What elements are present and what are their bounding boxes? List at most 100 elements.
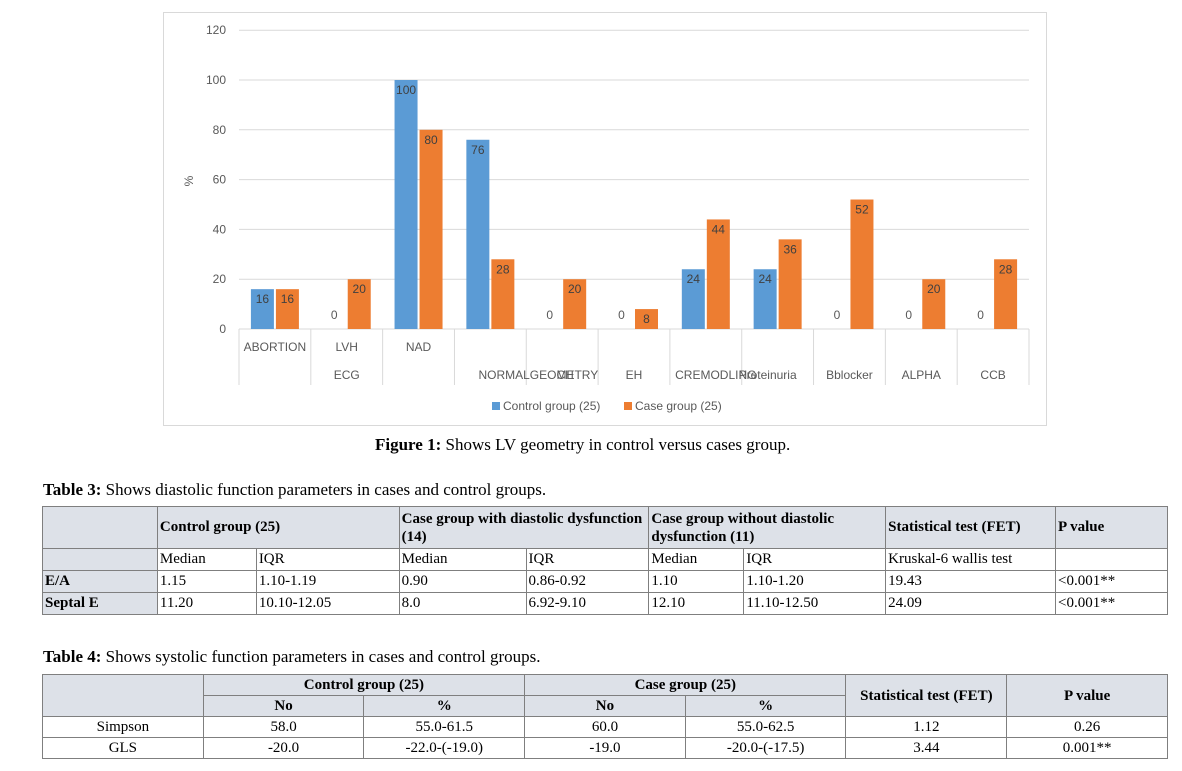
x-tick-label: LVH <box>336 340 358 354</box>
table-cell: 19.43 <box>885 570 1056 593</box>
table-cell: 0.001** <box>1006 737 1168 759</box>
table-cell: 0.90 <box>398 570 527 593</box>
x-tick-label: ALPHA <box>902 368 941 382</box>
row-label: Septal E <box>42 592 158 615</box>
bar-case <box>491 259 515 329</box>
table-4-subheader: No % No % <box>43 695 1168 717</box>
header-case-group: Case group (25) <box>524 674 847 696</box>
bar-control <box>466 139 490 329</box>
table-4-caption: Table 4: Shows systolic function paramet… <box>43 647 541 666</box>
subheader-cell: No <box>524 695 686 717</box>
data-label: 36 <box>783 242 797 256</box>
x-tick-label: NORMALGEOMETRY <box>478 368 598 382</box>
table-3: Control group (25) Case group with diast… <box>42 506 1168 615</box>
table-cell: 8.0 <box>398 592 527 615</box>
bar-case <box>275 289 299 329</box>
x-tick-label: CREMODLING <box>675 368 756 382</box>
data-label: 8 <box>643 312 650 326</box>
header-statistical-test: Statistical test (FET) <box>845 674 1008 717</box>
legend-swatch <box>492 402 500 410</box>
data-label: 20 <box>353 282 367 296</box>
table-4-group-header: Control group (25) Case group (25) Stati… <box>42 674 1168 717</box>
table-cell: 3.44 <box>845 737 1008 759</box>
table-cell: 60.0 <box>524 716 686 738</box>
row-label: Simpson <box>42 716 204 738</box>
table-cell: 11.10-12.50 <box>743 592 887 615</box>
data-label: 16 <box>281 292 295 306</box>
data-label: 0 <box>331 308 338 322</box>
table-cell: 1.10-1.20 <box>743 570 887 593</box>
table-cell: -19.0 <box>524 737 686 759</box>
x-tick-label: Bblocker <box>826 368 873 382</box>
subheader-blank <box>42 548 158 571</box>
table-row: GLS -20.0 -22.0-(-19.0) -19.0 -20.0-(-17… <box>42 737 1168 759</box>
subheader-cell: % <box>684 695 847 717</box>
header-control-group: Control group (25) <box>202 674 526 696</box>
data-label: 28 <box>496 262 510 276</box>
bar-case <box>778 239 802 329</box>
table-4: Control group (25) Case group (25) Stati… <box>42 674 1168 759</box>
bar-case <box>347 279 371 329</box>
table-cell: 1.10 <box>648 570 745 593</box>
table-cell: 10.10-12.05 <box>255 592 400 615</box>
bar-case <box>563 279 587 329</box>
y-tick-label: 100 <box>206 73 226 87</box>
data-label: 76 <box>471 143 485 157</box>
data-label: 100 <box>396 83 416 97</box>
row-label: E/A <box>42 570 158 593</box>
subheader-cell: No <box>202 695 365 717</box>
table-cell: 12.10 <box>648 592 745 615</box>
table-cell: 0.26 <box>1006 716 1168 738</box>
bar-case <box>994 259 1018 329</box>
y-axis-label: % <box>182 175 196 186</box>
data-label: 52 <box>855 203 869 217</box>
subheader-cell: IQR <box>255 548 400 571</box>
bar-case <box>635 309 658 329</box>
subheader-cell: % <box>363 695 526 717</box>
x-tick-label: CCB <box>980 368 1005 382</box>
x-tick-label: Proteinuria <box>739 368 797 382</box>
bar-control <box>753 269 777 329</box>
table-3-group-header: Control group (25) Case group with diast… <box>42 506 1168 549</box>
table-row: E/A 1.15 1.10-1.19 0.90 0.86-0.92 1.10 1… <box>42 570 1168 593</box>
bar-case <box>922 279 946 329</box>
subheader-cell: Median <box>156 548 257 571</box>
data-label: 0 <box>977 308 984 322</box>
x-tick-label: NAD <box>406 340 432 354</box>
table-cell: 24.09 <box>885 592 1056 615</box>
y-tick-label: 60 <box>213 173 227 187</box>
x-tick-label: ABORTION <box>244 340 306 354</box>
table-cell: 55.0-62.5 <box>684 716 847 738</box>
data-label: 16 <box>256 292 270 306</box>
table-cell: 11.20 <box>156 592 257 615</box>
subheader-cell: IQR <box>743 548 887 571</box>
y-tick-label: 0 <box>219 322 226 336</box>
header-control-group: Control group (25) <box>156 506 400 549</box>
bar-control <box>250 289 274 329</box>
header-case-with-dd: Case group with diastolic dysfunction (1… <box>398 506 650 549</box>
data-label: 0 <box>546 308 553 322</box>
table-cell: -22.0-(-19.0) <box>363 737 526 759</box>
data-label: 80 <box>424 133 438 147</box>
subheader-cell: IQR <box>525 548 650 571</box>
table-cell: 58.0 <box>202 716 365 738</box>
subheader-cell: Median <box>648 548 745 571</box>
table-cell: <0.001** <box>1055 570 1168 593</box>
figure-1-chart: 0 20 40 60 80 100 120% 16 0 100 76 0 0 24 24 0 0 0 16 20 80 2… <box>163 12 1047 426</box>
table-3-subheader: Median IQR Median IQR Median IQR Kruskal… <box>42 548 1168 571</box>
bar-chart: 0 20 40 60 80 100 120% 16 0 100 76 0 0 24 24 0 0 0 16 20 80 2… <box>182 23 1030 413</box>
corner-cell <box>42 674 204 717</box>
data-label: 20 <box>568 282 582 296</box>
subheader-cell: Median <box>398 548 527 571</box>
y-tick-label: 120 <box>206 23 226 37</box>
bar-case <box>419 129 443 329</box>
data-label: 0 <box>834 308 841 322</box>
figure-1-caption: Figure 1: Shows LV geometry in control v… <box>375 435 791 454</box>
legend-label: Case group (25) <box>635 399 722 413</box>
y-tick-label: 80 <box>213 123 227 137</box>
data-label: 28 <box>999 262 1013 276</box>
data-label: 24 <box>687 272 701 286</box>
header-statistical-test: Statistical test (FET) <box>885 506 1056 549</box>
table-cell: 0.86-0.92 <box>525 570 650 593</box>
table-row: Septal E 11.20 10.10-12.05 8.0 6.92-9.10… <box>42 592 1168 615</box>
